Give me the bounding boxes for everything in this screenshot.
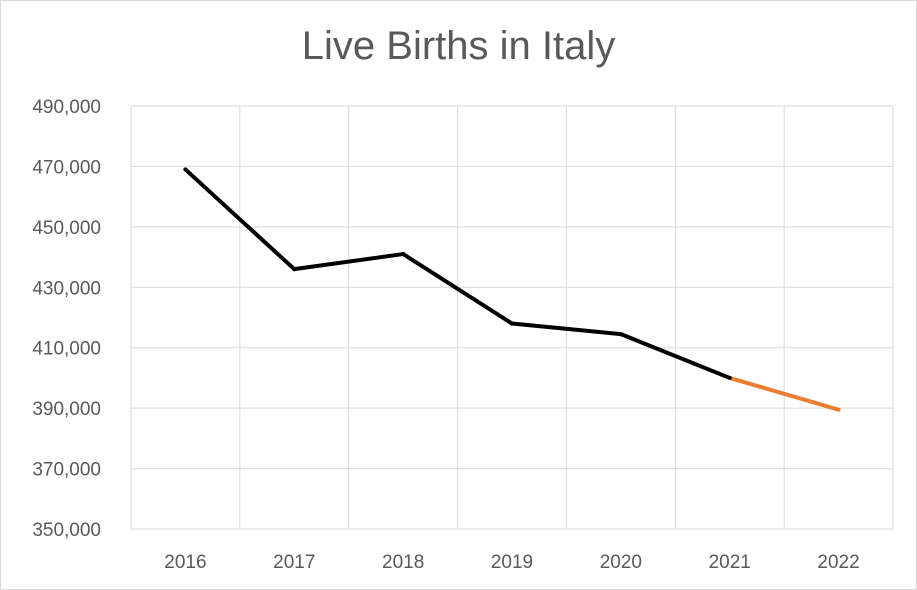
y-tick-label: 390,000	[32, 399, 101, 420]
data-point	[292, 267, 297, 272]
data-point	[727, 375, 732, 380]
x-tick-label: 2021	[709, 552, 751, 573]
line-segment	[618, 332, 732, 380]
data-point	[183, 167, 188, 172]
chart-title: Live Births in Italy	[301, 24, 616, 68]
x-tick-label: 2022	[817, 552, 859, 573]
y-axis-ticks: 350,000 370,000 390,000 410,000 430,000 450,0…	[32, 97, 101, 541]
x-tick-label: 2018	[382, 552, 424, 573]
y-tick-label: 490,000	[32, 97, 101, 118]
gridlines	[130, 105, 894, 530]
line-segment	[510, 321, 623, 337]
highlighted-line-segment	[727, 375, 841, 412]
data-point	[618, 332, 623, 337]
data-point	[836, 407, 841, 412]
x-tick-label: 2019	[491, 552, 533, 573]
y-tick-label: 430,000	[32, 278, 101, 299]
y-tick-label: 450,000	[32, 218, 101, 239]
line-segment	[183, 167, 297, 272]
series-lines	[183, 167, 841, 412]
y-tick-label: 350,000	[32, 520, 101, 541]
x-tick-label: 2017	[273, 552, 315, 573]
y-tick-label: 410,000	[32, 339, 101, 360]
x-axis-ticks: 2016 2017 2018 2019 2020 2021 2022	[164, 552, 859, 573]
x-tick-label: 2020	[600, 552, 642, 573]
data-point	[510, 321, 514, 326]
y-tick-label: 370,000	[32, 460, 101, 481]
x-tick-label: 2016	[164, 552, 206, 573]
data-point	[401, 252, 406, 257]
line-segment	[401, 252, 514, 326]
y-tick-label: 470,000	[32, 157, 101, 178]
line-segment	[292, 252, 406, 272]
